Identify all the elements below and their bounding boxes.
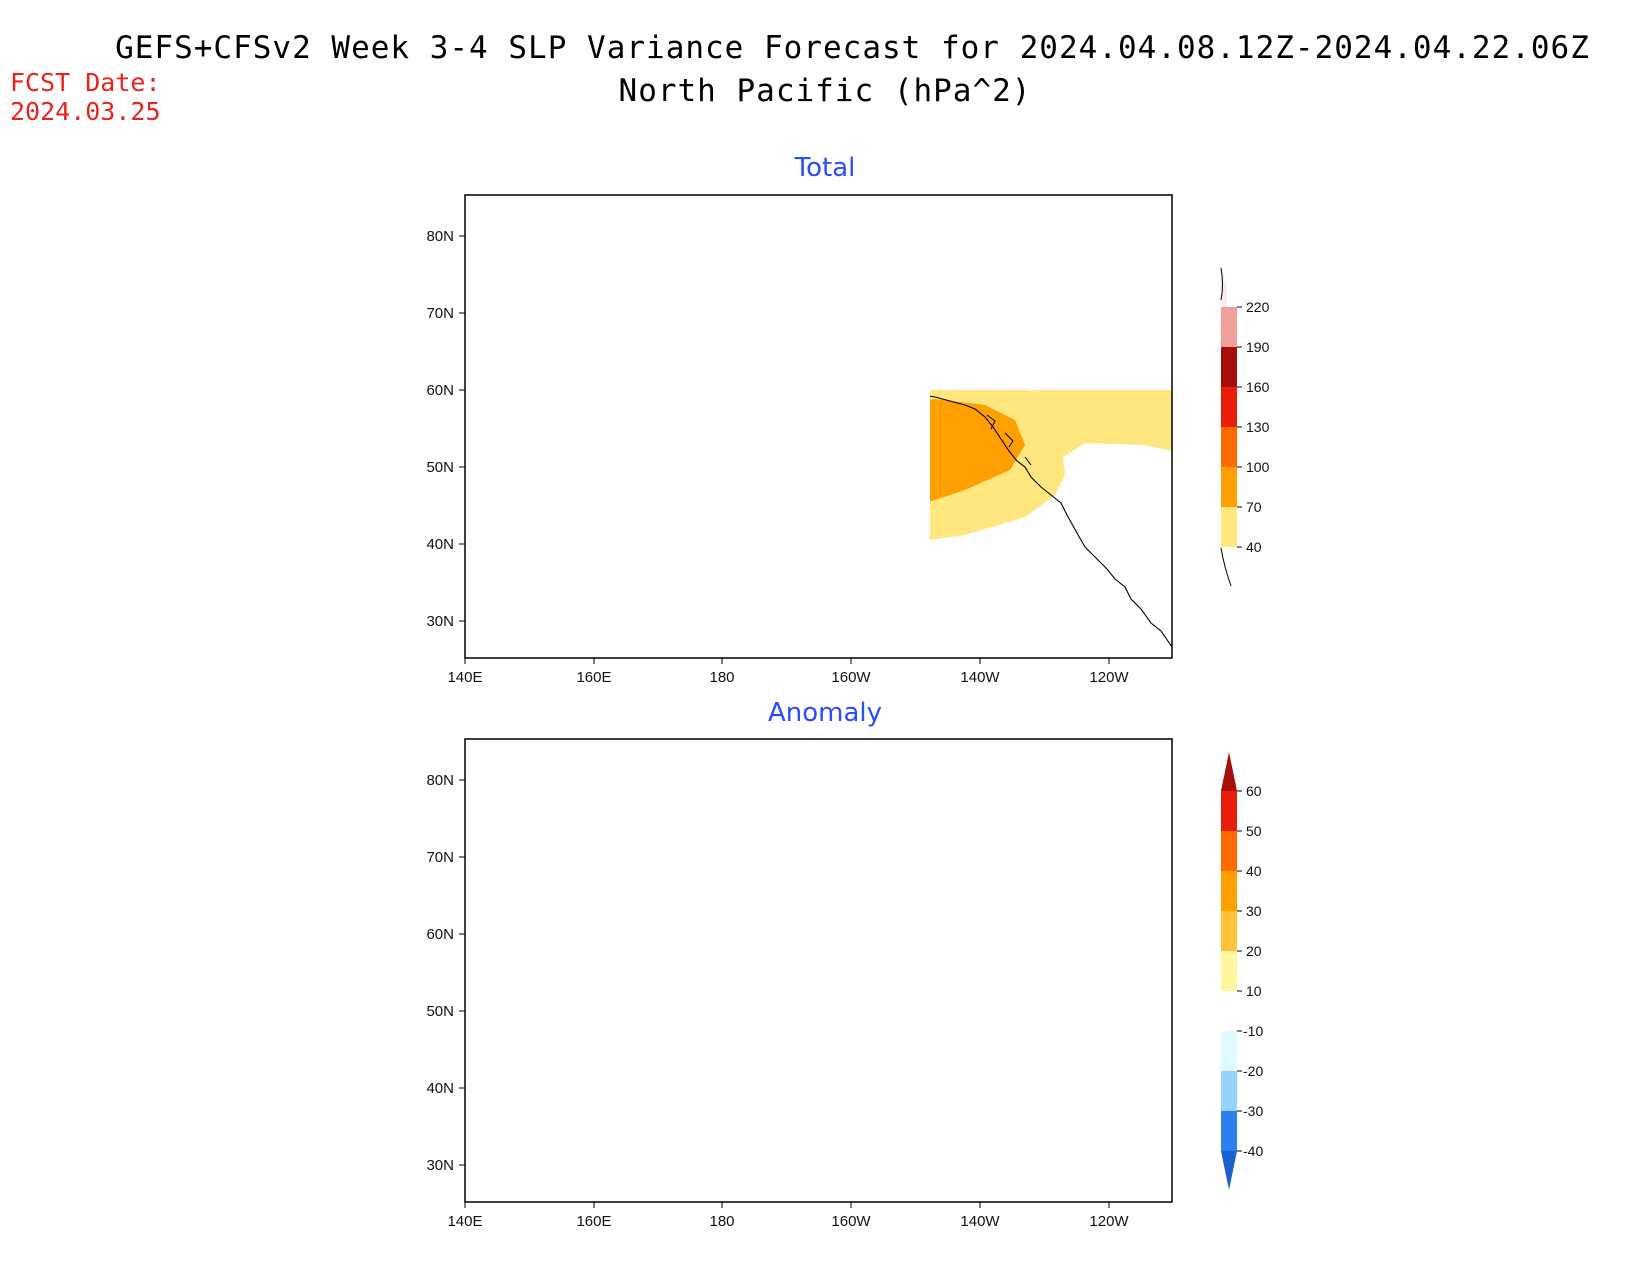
total-band-70 <box>930 399 1025 502</box>
anomaly-lat-label-30n: 30N <box>426 1157 454 1174</box>
anomaly-cb-label-40: 40 <box>1246 863 1262 879</box>
anomaly-lat-label-60n: 60N <box>426 926 454 943</box>
total-cb-label-70: 70 <box>1246 499 1262 515</box>
map-title-line2: North Pacific (hPa^2) <box>618 73 1032 109</box>
total-cb-swatch-190 <box>1221 307 1237 347</box>
anomaly-lon-label-140e: 140E <box>447 1213 482 1230</box>
total-lon-label-180: 180 <box>709 669 734 686</box>
anomaly-lat-label-80n: 80N <box>426 772 454 789</box>
total-cb-swatch-130 <box>1221 387 1237 427</box>
anomaly-cb-swatch-10 <box>1221 951 1237 991</box>
total-cb-swatch-100 <box>1221 427 1237 467</box>
forecast-date-label: FCST Date: <box>10 68 161 97</box>
total-lat-label-50n: 50N <box>426 459 454 476</box>
anomaly-cb-swatch-m20 <box>1221 1071 1237 1111</box>
total-lon-label-120w: 120W <box>1089 669 1129 686</box>
anomaly-cb-label-10: 10 <box>1246 983 1262 999</box>
anomaly-cb-label-m10: -10 <box>1243 1023 1263 1039</box>
total-cb-swatch-70 <box>1221 467 1237 507</box>
total-colorbar: 220 190 160 130 100 70 40 <box>1220 267 1270 587</box>
total-lon-label-140e: 140E <box>447 669 482 686</box>
anomaly-cb-label-m40: -40 <box>1243 1143 1263 1159</box>
total-lat-label-40n: 40N <box>426 536 454 553</box>
total-cb-label-100: 100 <box>1246 459 1270 475</box>
anomaly-cb-swatch-20 <box>1221 911 1237 951</box>
anomaly-cb-swatch-50 <box>1221 791 1237 831</box>
anomaly-cb-swatch-below-m40 <box>1221 1151 1237 1190</box>
anomaly-cb-label-50: 50 <box>1246 823 1262 839</box>
anomaly-cb-label-20: 20 <box>1246 943 1262 959</box>
anomaly-cb-label-m20: -20 <box>1243 1063 1263 1079</box>
anomaly-lon-axis: 140E 160E 180 160W 140W 120W <box>447 1202 1129 1230</box>
anomaly-cb-label-m30: -30 <box>1243 1103 1263 1119</box>
anomaly-cb-swatch-m10 <box>1221 1031 1237 1071</box>
total-cb-label-40: 40 <box>1246 539 1262 555</box>
total-lon-label-160w: 160W <box>831 669 871 686</box>
anomaly-lat-axis: 80N 70N 60N 50N 40N 30N <box>426 772 465 1174</box>
anomaly-cb-label-60: 60 <box>1246 783 1262 799</box>
total-lon-label-140w: 140W <box>960 669 1000 686</box>
anomaly-cb-swatch-30 <box>1221 871 1237 911</box>
anomaly-lat-label-70n: 70N <box>426 849 454 866</box>
total-lon-label-160e: 160E <box>576 669 611 686</box>
anomaly-lon-label-180: 180 <box>709 1213 734 1230</box>
anomaly-colorbar: 60 50 40 30 20 10 -10 -20 -30 -40 <box>1221 752 1263 1190</box>
anomaly-cb-swatch-above-60 <box>1221 752 1237 791</box>
anomaly-lat-label-50n: 50N <box>426 1003 454 1020</box>
forecast-date-value: 2024.03.25 <box>10 97 161 126</box>
total-cb-swatch-160 <box>1221 347 1237 387</box>
total-lat-axis: 80N 70N 60N 50N 40N 30N <box>426 228 465 630</box>
anomaly-cb-swatch-neutral <box>1221 991 1237 1031</box>
total-lat-label-80n: 80N <box>426 228 454 245</box>
anomaly-cb-label-30: 30 <box>1246 903 1262 919</box>
total-cb-label-220: 220 <box>1246 299 1270 315</box>
anomaly-lat-label-40n: 40N <box>426 1080 454 1097</box>
map-panel-total: 80N 70N 60N 50N 40N 30N 140E 160E 180 16… <box>426 194 1270 686</box>
total-lon-axis: 140E 160E 180 160W 140W 120W <box>447 658 1129 686</box>
anomaly-lon-label-120w: 120W <box>1089 1213 1129 1230</box>
map-panel-anomaly: 80N 70N 60N 50N 40N 30N 140E 160E 180 16… <box>426 738 1263 1230</box>
map-title-line1: GEFS+CFSv2 Week 3-4 SLP Variance Forecas… <box>115 30 1590 66</box>
total-lat-label-30n: 30N <box>426 613 454 630</box>
total-lat-label-60n: 60N <box>426 382 454 399</box>
anomaly-cb-swatch-m30 <box>1221 1111 1237 1151</box>
anomaly-lon-label-140w: 140W <box>960 1213 1000 1230</box>
total-lat-label-70n: 70N <box>426 305 454 322</box>
anomaly-lon-label-160e: 160E <box>576 1213 611 1230</box>
anomaly-cb-swatch-40 <box>1221 831 1237 871</box>
total-cb-label-190: 190 <box>1246 339 1270 355</box>
panel-title-total: Total <box>794 153 856 183</box>
total-cb-swatch-40 <box>1221 507 1237 547</box>
total-cb-label-160: 160 <box>1246 379 1270 395</box>
total-cb-label-130: 130 <box>1246 419 1270 435</box>
anomaly-lon-label-160w: 160W <box>831 1213 871 1230</box>
panel-title-anomaly: Anomaly <box>767 698 883 728</box>
